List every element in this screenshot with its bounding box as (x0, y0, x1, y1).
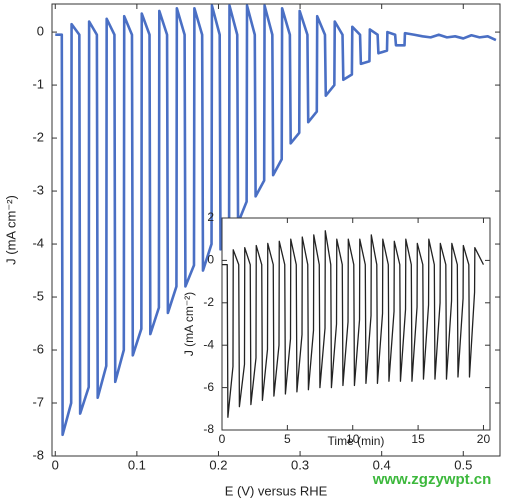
y-tick-label: -6 (32, 341, 44, 356)
x-tick-label: 0.1 (128, 457, 146, 472)
y-tick-label: -7 (32, 394, 44, 409)
data-line (222, 230, 485, 418)
x-tick-label: 0.2 (209, 457, 227, 472)
x-tick-label: 0.3 (291, 457, 309, 472)
y-tick-label: -2 (203, 295, 214, 309)
y-tick-label: 0 (207, 253, 214, 267)
y-axis-label: J (mA cm⁻²) (3, 195, 18, 265)
y-tick-label: 0 (37, 24, 44, 39)
y-tick-label: -6 (203, 380, 214, 394)
watermark: www.zgzywpt.cn (372, 471, 492, 488)
x-axis-label: Time (min) (328, 434, 385, 448)
x-tick-label: 15 (411, 432, 425, 446)
y-tick-label: 2 (207, 210, 214, 224)
x-tick-label: 20 (477, 432, 491, 446)
y-tick-label: -5 (32, 288, 44, 303)
x-tick-label: 0.5 (454, 457, 472, 472)
plot-frame (221, 217, 491, 431)
x-tick-label: 0.4 (373, 457, 391, 472)
x-tick-label: 0 (219, 432, 226, 446)
y-axis-label: J (mA cm⁻²) (182, 292, 196, 356)
data-line (55, 4, 497, 437)
y-tick-label: -2 (32, 130, 44, 145)
x-tick-label: 5 (284, 432, 291, 446)
x-tick-label: 0 (52, 457, 59, 472)
y-tick-label: -1 (32, 77, 44, 92)
x-axis-label: E (V) versus RHE (225, 483, 328, 498)
y-tick-label: -8 (32, 447, 44, 462)
y-tick-label: -4 (32, 235, 44, 250)
y-tick-label: -8 (203, 422, 214, 436)
y-tick-label: -3 (32, 182, 44, 197)
y-tick-label: -4 (203, 337, 214, 351)
x-tick-label: 10 (346, 432, 360, 446)
